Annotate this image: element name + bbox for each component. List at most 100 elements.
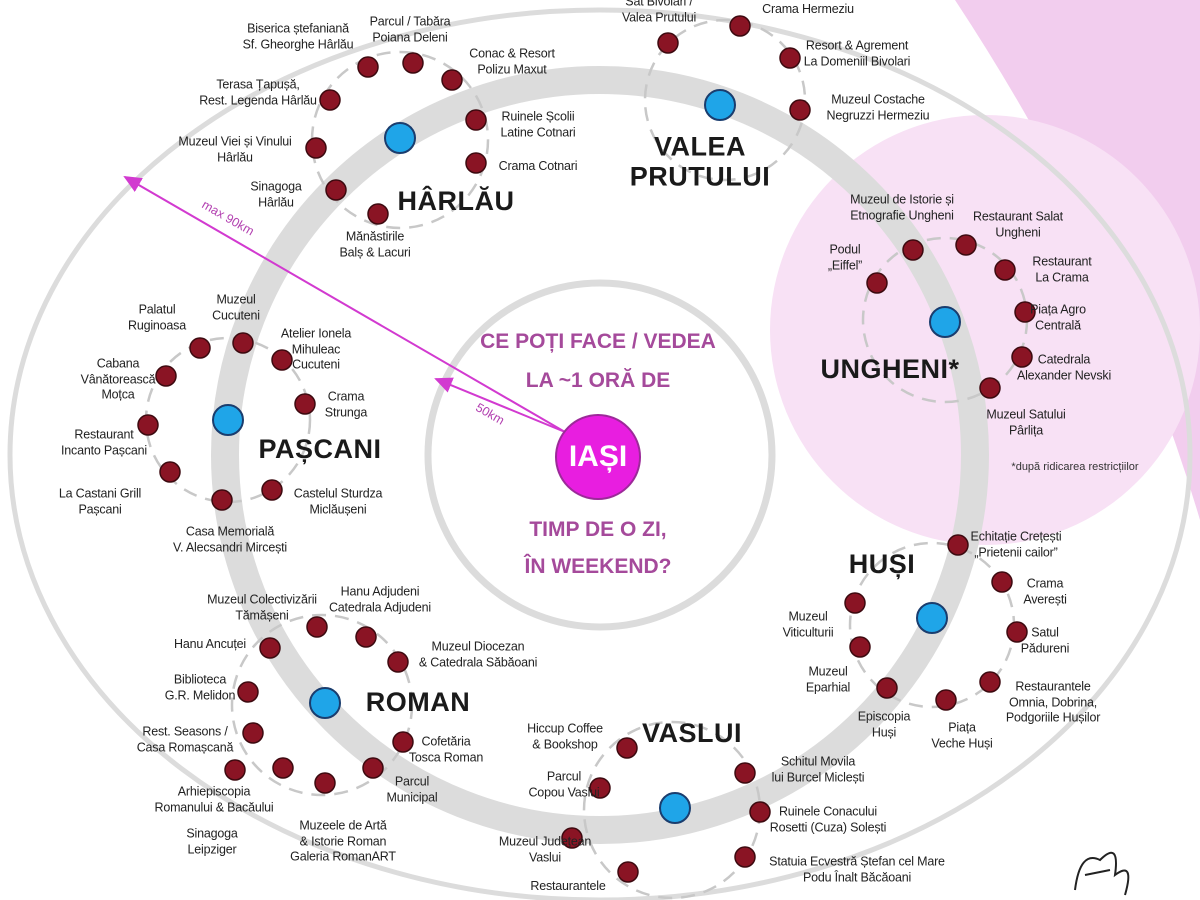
site-dot <box>866 272 888 294</box>
site-dot <box>947 534 969 556</box>
site-label: Biserica ștefaniană Sf. Gheorghe Hârlău <box>242 21 354 51</box>
site-dot <box>1011 346 1033 368</box>
site-label: Crama Hermeziu <box>762 2 854 17</box>
site-label: Muzeul Eparhial <box>805 664 851 694</box>
site-label: Mănăstirile Balș & Lacuri <box>339 229 411 259</box>
site-dot <box>616 737 638 759</box>
site-dot <box>237 681 259 703</box>
site-dot <box>617 861 639 883</box>
site-label: Crama Strunga <box>324 389 368 419</box>
site-label: Muzeul Județean Vaslui <box>498 834 592 864</box>
site-label: Hanu Adjudeni Catedrala Adjudeni <box>328 584 432 614</box>
site-dot <box>189 337 211 359</box>
site-dot <box>729 15 751 37</box>
site-label: Restaurant La Crama <box>1032 254 1092 284</box>
site-dot <box>305 137 327 159</box>
site-label: Arhiepiscopia Romanului & Bacăului <box>154 784 274 814</box>
town-name: VASLUI <box>641 718 743 749</box>
site-dot <box>355 626 377 648</box>
site-dot <box>779 47 801 69</box>
site-dot <box>789 99 811 121</box>
site-dot <box>137 414 159 436</box>
town-hub <box>659 792 691 824</box>
site-dot <box>357 56 379 78</box>
site-dot <box>261 479 283 501</box>
town-name: VALEA PRUTULUI <box>629 131 771 191</box>
site-dot <box>979 671 1001 693</box>
site-dot <box>935 689 957 711</box>
site-dot <box>159 461 181 483</box>
site-dot <box>387 651 409 673</box>
site-label: Restaurant Salat Ungheni <box>973 209 1063 239</box>
site-dot <box>994 259 1016 281</box>
site-dot <box>465 109 487 131</box>
town-name: UNGHENI* <box>820 354 960 385</box>
footnote: *după ridicarea restricțiilor <box>1011 461 1139 473</box>
site-label: Restaurantele <box>530 879 606 894</box>
site-dot <box>272 757 294 779</box>
site-dot <box>955 234 977 256</box>
site-dot <box>441 69 463 91</box>
site-label: Terasa Țapușă, Rest. Legenda Hârlău <box>199 77 317 107</box>
site-dot <box>259 637 281 659</box>
site-dot <box>849 636 871 658</box>
site-dot <box>155 365 177 387</box>
question-line: ÎN WEEKEND? <box>524 555 672 578</box>
site-label: Satul Pădureni <box>1020 625 1070 655</box>
site-dot <box>465 152 487 174</box>
site-label: Muzeul Satului Pârlița <box>986 407 1066 437</box>
site-dot <box>657 32 679 54</box>
arrow-max <box>123 175 566 433</box>
site-label: Ruinele Școlii Latine Cotnari <box>500 109 576 139</box>
town-hub <box>929 306 961 338</box>
site-dot <box>991 571 1013 593</box>
site-dot <box>589 777 611 799</box>
site-dot <box>271 349 293 371</box>
site-label: Piața Agro Centrală <box>1030 302 1086 332</box>
arrow-near <box>434 377 566 433</box>
site-dot <box>224 759 246 781</box>
site-dot <box>367 203 389 225</box>
town-name: ROMAN <box>365 687 471 718</box>
iasi-circle <box>555 414 641 500</box>
site-dot <box>362 757 384 779</box>
town-hub <box>384 122 416 154</box>
site-label: Crama Cotnari <box>498 159 578 174</box>
site-label: Hiccup Coffee & Bookshop <box>527 721 603 751</box>
question-line: TIMP DE O ZI, <box>529 518 667 541</box>
site-dot <box>402 52 424 74</box>
site-label: Sat Bivolari / Valea Prutului <box>621 0 697 24</box>
site-label: Piața Veche Huși <box>931 720 993 750</box>
site-dot <box>749 801 771 823</box>
site-dot <box>876 677 898 699</box>
site-label: Conac & Resort Polizu Maxut <box>469 46 555 76</box>
site-label: Rest. Seasons / Casa Romașcană <box>136 724 234 754</box>
site-label: Muzeul Viei și Vinului Hârlău <box>178 134 292 164</box>
town-hub <box>309 687 341 719</box>
site-dot <box>242 722 264 744</box>
site-label: Restaurantele Omnia, Dobrina, Podgoriile… <box>1005 679 1101 725</box>
site-label: Atelier Ionela Mihuleac Cucuteni <box>280 326 352 372</box>
site-label: Resort & Agrement La Domeniil Bivolari <box>803 38 911 68</box>
town-loop <box>643 18 807 182</box>
site-dot <box>1006 621 1028 643</box>
site-dot <box>561 827 583 849</box>
site-label: Parcul / Tabăra Poiana Deleni <box>369 14 451 44</box>
site-dot <box>734 762 756 784</box>
site-dot <box>1014 301 1036 323</box>
site-label: Muzeele de Artă & Istorie Roman Galeria … <box>290 818 396 864</box>
pink-zone <box>955 0 1200 520</box>
site-dot <box>902 239 924 261</box>
site-label: Cofetăria Tosca Roman <box>408 734 484 764</box>
site-label: Sinagoga Leipziger <box>186 826 238 856</box>
center-line: CE POȚI FACE / VEDEA <box>480 330 716 353</box>
site-label: Muzeul Diocezan & Catedrala Săbăoani <box>418 639 538 669</box>
town-hub <box>704 89 736 121</box>
site-label: Castelul Sturdza Miclăușeni <box>293 486 383 516</box>
town-hub <box>916 602 948 634</box>
town-name: PAȘCANI <box>258 434 382 465</box>
site-dot <box>319 89 341 111</box>
site-label: Casa Memorială V. Alecsandri Mircești <box>173 524 287 554</box>
site-label: Parcul Copou Vaslui <box>528 769 600 799</box>
